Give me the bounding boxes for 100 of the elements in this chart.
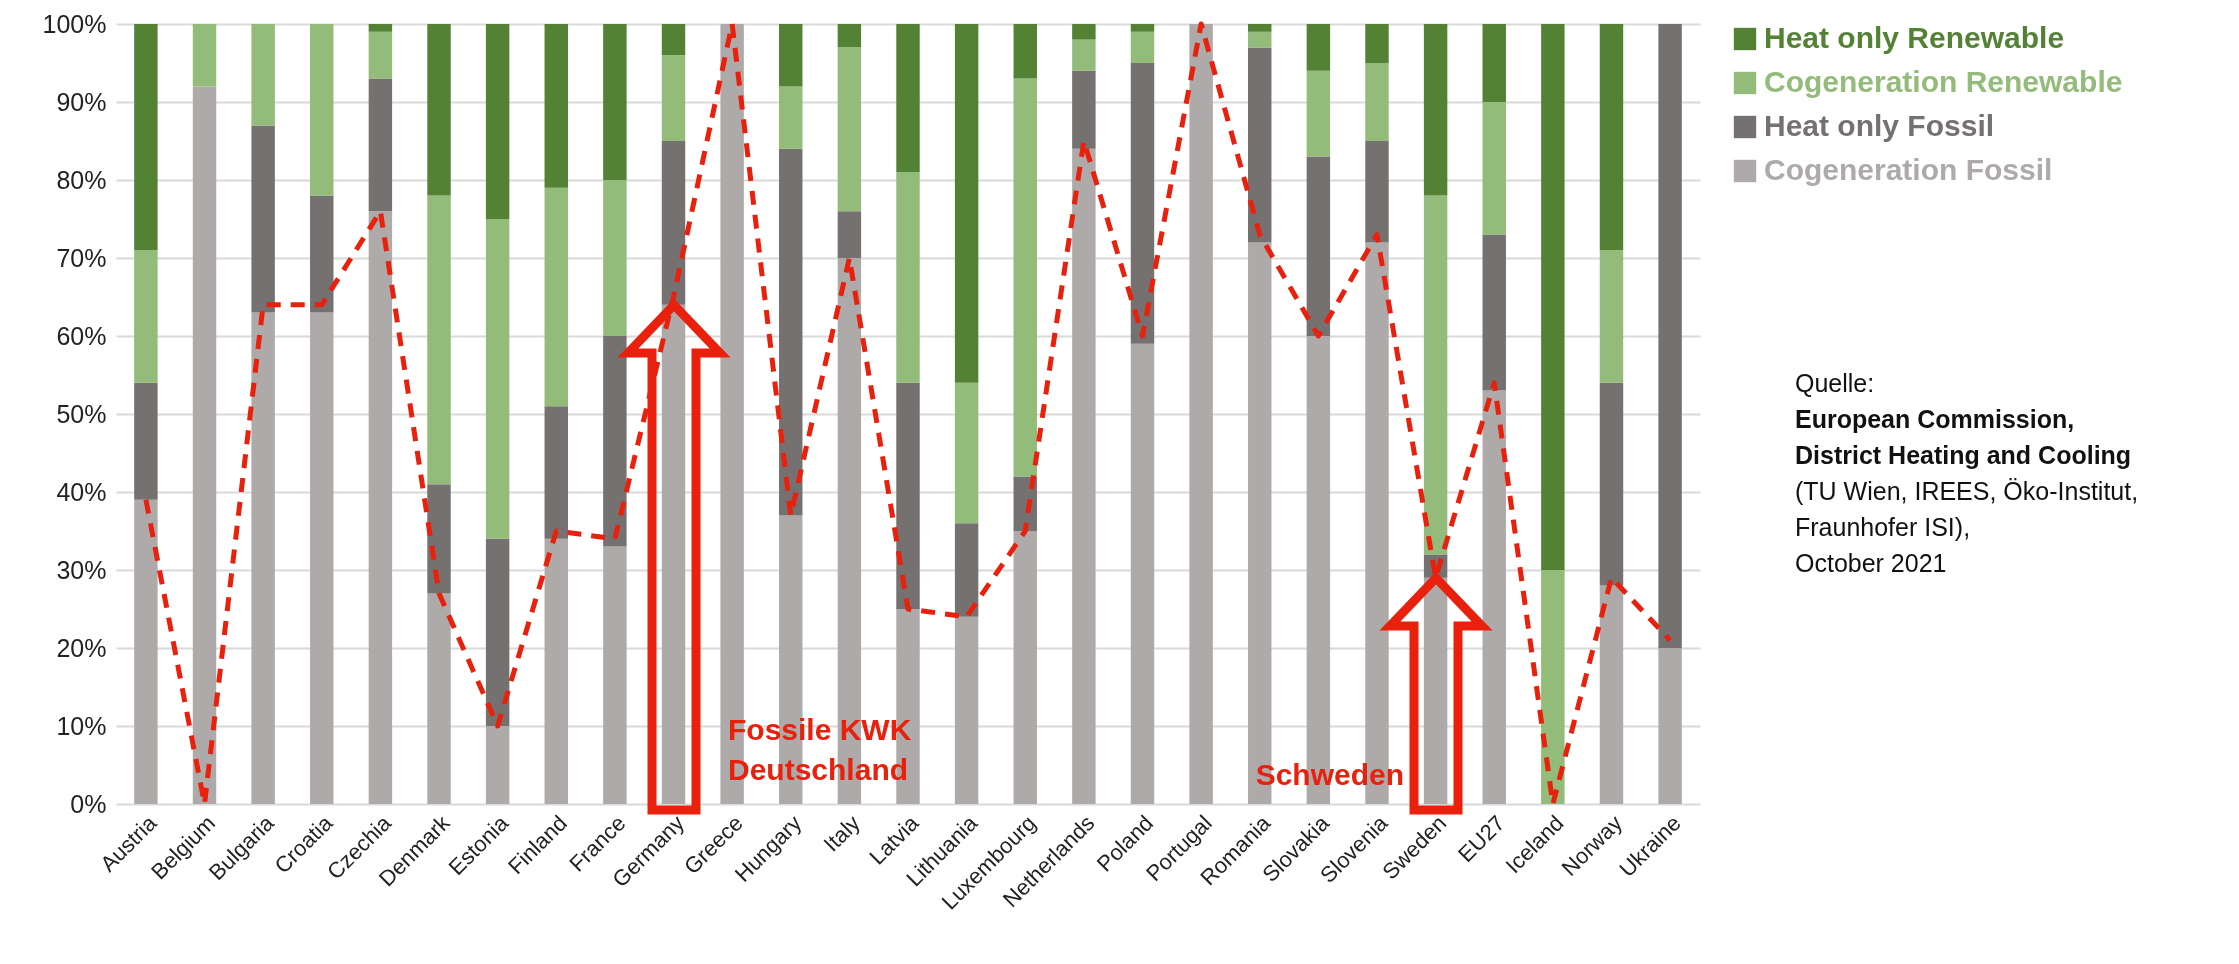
- bar: [1130, 63, 1155, 344]
- bar: [368, 211, 393, 804]
- bar: [603, 180, 627, 336]
- bar: [1013, 24, 1037, 79]
- bar: [1072, 148, 1096, 804]
- bar: [1365, 141, 1389, 243]
- bar: [603, 24, 627, 180]
- bar: [310, 312, 334, 804]
- annotation: Schweden: [1255, 758, 1404, 791]
- bar: [427, 195, 451, 485]
- bar: [1541, 570, 1565, 804]
- bar: [603, 546, 627, 804]
- bar: [368, 24, 393, 32]
- y-tick-label: 20%: [56, 633, 107, 662]
- bar: [896, 172, 920, 383]
- x-tick-label: Italy: [818, 810, 865, 857]
- bar: [251, 312, 275, 804]
- bar: [1072, 70, 1096, 149]
- bar: [1365, 63, 1389, 141]
- bar: [661, 55, 686, 141]
- y-tick-label: 80%: [56, 165, 107, 194]
- y-tick-label: 60%: [56, 321, 107, 350]
- bar: [485, 219, 510, 539]
- bar: [1482, 102, 1506, 235]
- y-tick-label: 90%: [56, 87, 107, 116]
- bar: [1658, 24, 1682, 648]
- bar: [1541, 24, 1565, 570]
- bar: [1072, 24, 1096, 40]
- bar: [134, 499, 158, 804]
- bar: [134, 250, 158, 383]
- bar: [134, 24, 158, 251]
- bar: [1248, 31, 1272, 48]
- y-tick-label: 50%: [56, 399, 107, 428]
- bar: [837, 24, 862, 48]
- y-tick-label: 30%: [56, 555, 107, 584]
- bar: [1130, 24, 1155, 32]
- legend-label: Cogeneration Fossil: [1764, 153, 2053, 186]
- legend-label: Cogeneration Renewable: [1764, 65, 2123, 98]
- bar: [1013, 531, 1037, 804]
- bar: [427, 484, 451, 594]
- bar: [1482, 234, 1506, 391]
- bar: [134, 382, 158, 500]
- bar: [1599, 24, 1624, 251]
- bar: [779, 148, 803, 516]
- bar: [1248, 47, 1272, 243]
- text: October 2021: [1795, 548, 1948, 579]
- bar: [485, 24, 510, 219]
- y-tick-label: 100%: [42, 9, 107, 38]
- source-note: Quelle:: [1795, 368, 1876, 399]
- bar: [427, 24, 451, 196]
- bar: [251, 24, 275, 126]
- bar: [779, 86, 803, 149]
- bar: [1482, 390, 1506, 804]
- bar: [896, 382, 920, 609]
- bar: [1248, 24, 1272, 32]
- bar: [1306, 156, 1331, 336]
- bar: [661, 304, 686, 804]
- bar: [368, 31, 393, 79]
- bar: [1130, 31, 1155, 63]
- bar: [954, 24, 979, 383]
- y-tick-label: 10%: [56, 711, 107, 740]
- y-tick-label: 0%: [70, 789, 107, 818]
- bar: [661, 24, 686, 56]
- bar: [1423, 577, 1448, 804]
- bar: [603, 336, 627, 547]
- bar: [427, 593, 451, 804]
- legend-label: Heat only Renewable: [1764, 21, 2065, 54]
- bar: [837, 47, 862, 212]
- text: European Commission,: [1795, 404, 2076, 435]
- bar: [1423, 24, 1448, 196]
- y-tick-label: 70%: [56, 243, 107, 272]
- bar: [1306, 70, 1331, 157]
- bar: [779, 24, 803, 87]
- bar: [544, 24, 568, 188]
- bar: [1365, 24, 1389, 63]
- bar: [1306, 24, 1331, 71]
- bar: [544, 187, 568, 407]
- legend-label: Heat only Fossil: [1764, 109, 1995, 142]
- bar: [1423, 195, 1448, 555]
- text: Fraunhofer ISI),: [1795, 512, 1972, 543]
- bar: [310, 24, 334, 196]
- bar: [1189, 24, 1213, 804]
- text: (TU Wien, IREES, Öko-Institut,: [1795, 476, 2139, 507]
- bar: [485, 538, 510, 726]
- bar: [837, 211, 862, 258]
- bar: [1130, 343, 1155, 804]
- bar: [310, 195, 334, 313]
- bar: [368, 78, 393, 212]
- annotation: Fossile KWK Deutschland: [728, 713, 912, 786]
- bar: [1599, 250, 1624, 383]
- bar: [1072, 39, 1096, 71]
- bar: [954, 382, 979, 524]
- bar: [192, 24, 217, 87]
- bar: [1599, 382, 1624, 586]
- text: District Heating and Cooling: [1795, 440, 2133, 471]
- bar: [1013, 78, 1037, 477]
- bar: [251, 125, 275, 313]
- bar: [485, 726, 510, 804]
- bar: [1599, 585, 1624, 804]
- y-tick-label: 40%: [56, 477, 107, 506]
